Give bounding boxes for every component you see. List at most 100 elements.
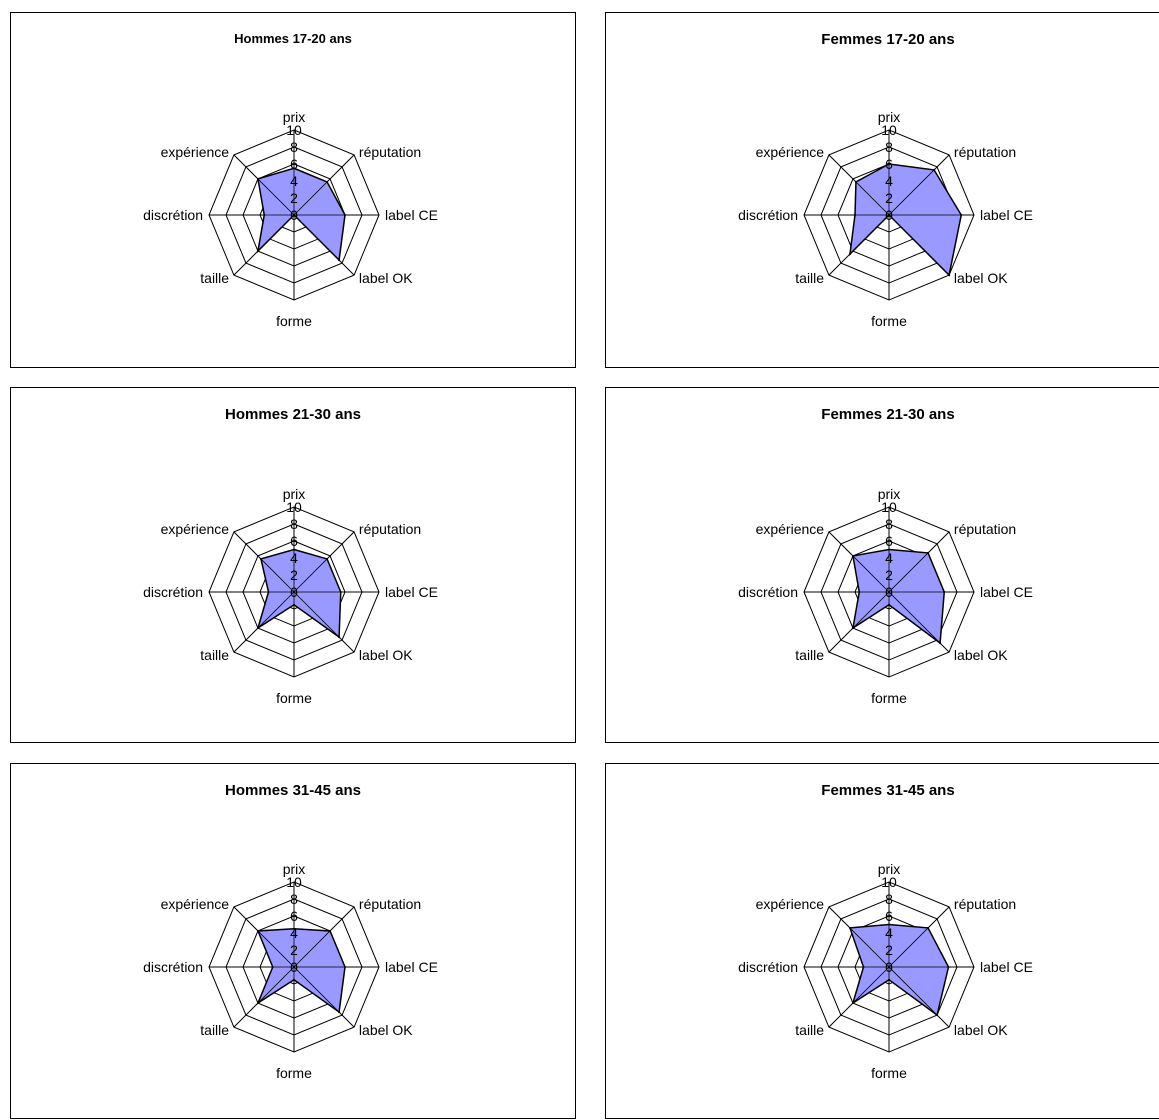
axis-label-forme: forme	[871, 1065, 907, 1081]
axis-label-forme: forme	[276, 313, 312, 329]
axis-label-experience: expérience	[161, 896, 230, 912]
tick-label-8: 8	[290, 139, 298, 155]
data-point-discretion	[267, 591, 270, 593]
data-point-taille	[851, 1002, 854, 1005]
spoke-overlay-reputation	[293, 558, 328, 593]
data-point-label-ce	[344, 214, 346, 216]
axis-label-taille: taille	[200, 1022, 229, 1038]
axis-label-label-ce: label CE	[385, 584, 438, 600]
data-area	[848, 163, 963, 277]
axis-label-label-ok: label OK	[359, 647, 413, 663]
spoke-overlay-label-ok	[888, 966, 938, 1016]
tick-label-6: 6	[885, 156, 893, 172]
tick-label-10: 10	[881, 874, 897, 890]
chart-title: Hommes 17-20 ans	[234, 31, 352, 46]
tick-label-8: 8	[290, 891, 298, 907]
axis-label-reputation: réputation	[359, 896, 421, 912]
axis-label-label-ce: label CE	[980, 584, 1033, 600]
tick-label-4: 4	[885, 173, 893, 189]
spoke-overlay-experience	[855, 181, 890, 216]
data-point-forme	[888, 603, 890, 606]
tick-label-0: 0	[885, 959, 893, 975]
axis-label-prix: prix	[878, 486, 901, 502]
tick-label-0: 0	[290, 959, 298, 975]
data-point-taille	[256, 250, 259, 253]
data-point-prix	[293, 927, 295, 930]
axis-label-forme: forme	[276, 690, 312, 706]
spoke-overlay-experience	[849, 927, 890, 968]
axis-label-taille: taille	[200, 270, 229, 286]
spoke-overlay-label-ok	[888, 591, 941, 644]
data-point-label-ok	[338, 259, 341, 262]
data-point-label-ok	[936, 1014, 939, 1017]
chart-panel-hommes-21-30: Hommes 21-30 ans 0 2 4 6 8 10 prix réputation la…	[10, 387, 576, 743]
axis-label-discretion: discrétion	[143, 959, 203, 975]
tick-label-2: 2	[290, 190, 298, 206]
data-point-experience	[259, 557, 262, 560]
axis-label-taille: taille	[795, 1022, 824, 1038]
tick-label-2: 2	[885, 942, 893, 958]
axis-label-experience: expérience	[161, 144, 230, 160]
tick-label-4: 4	[290, 550, 298, 566]
data-point-reputation	[326, 180, 329, 183]
axis-label-label-ce: label CE	[385, 959, 438, 975]
chart-panel-femmes-21-30: Femmes 21-30 ans 0 2 4 6 8 10 prix réputation la…	[605, 387, 1159, 743]
spoke-overlay-reputation	[293, 930, 331, 968]
axis-label-label-ok: label OK	[359, 1022, 413, 1038]
data-area	[848, 923, 950, 1017]
data-point-prix	[888, 923, 890, 926]
tick-label-10: 10	[286, 499, 302, 515]
tick-label-0: 0	[290, 584, 298, 600]
data-point-discretion	[854, 214, 856, 216]
data-point-prix	[293, 548, 295, 551]
tick-label-0: 0	[885, 584, 893, 600]
data-point-reputation	[927, 926, 930, 929]
data-point-experience	[854, 180, 857, 183]
tick-label-2: 2	[885, 190, 893, 206]
data-point-label-ce	[947, 966, 950, 968]
axis-label-prix: prix	[878, 861, 901, 877]
axis-label-reputation: réputation	[954, 521, 1016, 537]
spoke-overlay-taille	[257, 966, 295, 1004]
axis-label-reputation: réputation	[954, 896, 1016, 912]
data-point-forme	[293, 603, 295, 606]
data-point-taille	[256, 1002, 259, 1005]
data-point-label-ok	[948, 274, 951, 277]
axis-label-forme: forme	[871, 313, 907, 329]
tick-label-8: 8	[885, 516, 893, 532]
axis-label-discretion: discrétion	[738, 207, 798, 223]
axis-label-label-ok: label OK	[359, 270, 413, 286]
axis-label-taille: taille	[795, 647, 824, 663]
tick-label-6: 6	[290, 908, 298, 924]
axis-label-discretion: discrétion	[738, 959, 798, 975]
chart-title: Hommes 31-45 ans	[225, 782, 361, 799]
data-point-forme	[888, 214, 890, 216]
data-point-reputation	[927, 551, 930, 554]
spoke-overlay-experience	[260, 558, 295, 593]
spoke-overlay-reputation	[888, 927, 929, 968]
axis-label-discretion: discrétion	[143, 584, 203, 600]
data-point-experience	[256, 177, 259, 180]
spoke-overlay-reputation	[293, 181, 328, 216]
spoke-overlay-taille	[849, 214, 890, 255]
axis-label-prix: prix	[878, 109, 901, 125]
tick-label-10: 10	[286, 874, 302, 890]
tick-label-8: 8	[885, 139, 893, 155]
tick-label-6: 6	[885, 533, 893, 549]
tick-label-2: 2	[290, 942, 298, 958]
axis-label-taille: taille	[200, 647, 229, 663]
data-point-experience	[851, 554, 854, 557]
data-point-label-ok	[939, 642, 942, 645]
chart-panel-hommes-31-45: Hommes 31-45 ans 0 2 4 6 8 10 prix réputation la…	[10, 763, 576, 1119]
spoke-overlay-label-ok	[293, 966, 340, 1013]
data-point-discretion	[271, 966, 274, 968]
data-area	[851, 548, 946, 645]
data-point-label-ce	[339, 591, 342, 593]
axis-label-discretion: discrétion	[738, 584, 798, 600]
chart-title: Hommes 21-30 ans	[225, 406, 361, 423]
